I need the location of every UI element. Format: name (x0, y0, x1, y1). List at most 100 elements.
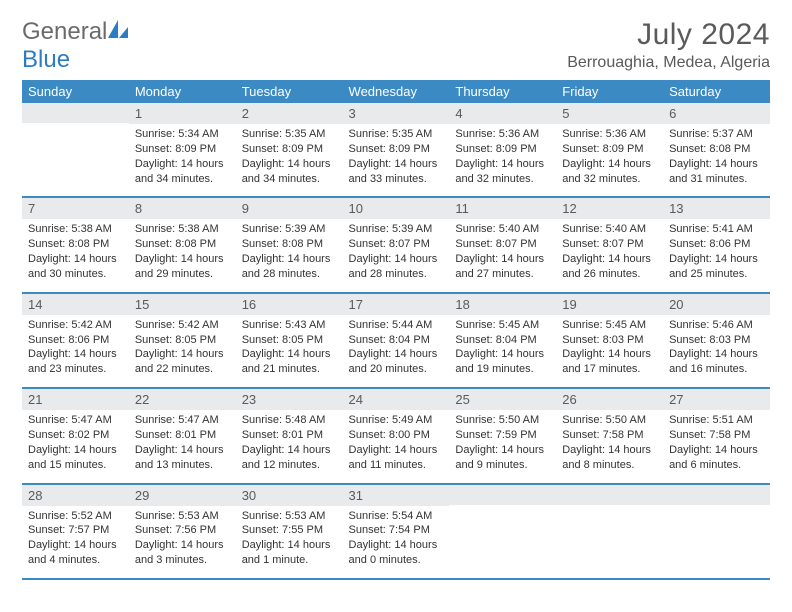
detail-line-dl2: and 25 minutes. (669, 267, 764, 282)
day-details (22, 123, 129, 181)
day-number: 10 (343, 198, 450, 219)
detail-line-sr: Sunrise: 5:48 AM (242, 413, 337, 428)
detail-line-ss: Sunset: 8:05 PM (242, 333, 337, 348)
day-number: 23 (236, 389, 343, 410)
day-details: Sunrise: 5:39 AMSunset: 8:08 PMDaylight:… (236, 219, 343, 291)
detail-line-dl2: and 8 minutes. (562, 458, 657, 473)
day-header: Wednesday (343, 80, 450, 103)
detail-line-dl2: and 9 minutes. (455, 458, 550, 473)
day-details: Sunrise: 5:53 AMSunset: 7:56 PMDaylight:… (129, 506, 236, 578)
detail-line-ss: Sunset: 8:08 PM (135, 237, 230, 252)
day-details: Sunrise: 5:53 AMSunset: 7:55 PMDaylight:… (236, 506, 343, 578)
detail-line-dl2: and 4 minutes. (28, 553, 123, 568)
day-details: Sunrise: 5:50 AMSunset: 7:58 PMDaylight:… (556, 410, 663, 482)
detail-line-dl1: Daylight: 14 hours (455, 347, 550, 362)
day-cell: 27Sunrise: 5:51 AMSunset: 7:58 PMDayligh… (663, 388, 770, 483)
day-cell: 5Sunrise: 5:36 AMSunset: 8:09 PMDaylight… (556, 103, 663, 197)
day-number: 12 (556, 198, 663, 219)
detail-line-sr: Sunrise: 5:36 AM (455, 127, 550, 142)
detail-line-dl1: Daylight: 14 hours (455, 443, 550, 458)
detail-line-dl2: and 33 minutes. (349, 172, 444, 187)
detail-line-sr: Sunrise: 5:40 AM (562, 222, 657, 237)
day-number (449, 485, 556, 505)
day-details: Sunrise: 5:42 AMSunset: 8:06 PMDaylight:… (22, 315, 129, 387)
sail-icon (107, 18, 129, 45)
detail-line-ss: Sunset: 8:09 PM (455, 142, 550, 157)
day-cell (663, 484, 770, 579)
detail-line-ss: Sunset: 7:59 PM (455, 428, 550, 443)
detail-line-dl1: Daylight: 14 hours (562, 157, 657, 172)
day-cell: 13Sunrise: 5:41 AMSunset: 8:06 PMDayligh… (663, 197, 770, 292)
detail-line-dl2: and 17 minutes. (562, 362, 657, 377)
day-cell: 30Sunrise: 5:53 AMSunset: 7:55 PMDayligh… (236, 484, 343, 579)
day-number (22, 103, 129, 123)
detail-line-dl1: Daylight: 14 hours (242, 538, 337, 553)
brand-blue: Blue (22, 46, 70, 73)
day-number: 24 (343, 389, 450, 410)
brand-logo: GeneralBlue (22, 18, 129, 74)
detail-line-dl1: Daylight: 14 hours (242, 347, 337, 362)
day-number: 25 (449, 389, 556, 410)
day-details: Sunrise: 5:47 AMSunset: 8:01 PMDaylight:… (129, 410, 236, 482)
detail-line-dl2: and 3 minutes. (135, 553, 230, 568)
day-details: Sunrise: 5:45 AMSunset: 8:04 PMDaylight:… (449, 315, 556, 387)
detail-line-sr: Sunrise: 5:54 AM (349, 509, 444, 524)
day-details (663, 505, 770, 563)
calendar-table: Sunday Monday Tuesday Wednesday Thursday… (22, 80, 770, 580)
day-number: 26 (556, 389, 663, 410)
detail-line-dl1: Daylight: 14 hours (455, 252, 550, 267)
day-number: 13 (663, 198, 770, 219)
day-cell: 22Sunrise: 5:47 AMSunset: 8:01 PMDayligh… (129, 388, 236, 483)
detail-line-ss: Sunset: 8:02 PM (28, 428, 123, 443)
day-cell: 19Sunrise: 5:45 AMSunset: 8:03 PMDayligh… (556, 293, 663, 388)
day-details: Sunrise: 5:45 AMSunset: 8:03 PMDaylight:… (556, 315, 663, 387)
detail-line-dl1: Daylight: 14 hours (349, 157, 444, 172)
day-number (663, 485, 770, 505)
day-number: 22 (129, 389, 236, 410)
detail-line-ss: Sunset: 7:58 PM (562, 428, 657, 443)
day-number: 2 (236, 103, 343, 124)
detail-line-sr: Sunrise: 5:37 AM (669, 127, 764, 142)
detail-line-dl1: Daylight: 14 hours (135, 252, 230, 267)
day-cell: 1Sunrise: 5:34 AMSunset: 8:09 PMDaylight… (129, 103, 236, 197)
day-number: 30 (236, 485, 343, 506)
day-cell: 6Sunrise: 5:37 AMSunset: 8:08 PMDaylight… (663, 103, 770, 197)
detail-line-dl1: Daylight: 14 hours (28, 252, 123, 267)
detail-line-ss: Sunset: 8:08 PM (28, 237, 123, 252)
detail-line-ss: Sunset: 8:07 PM (349, 237, 444, 252)
detail-line-dl2: and 12 minutes. (242, 458, 337, 473)
day-number: 5 (556, 103, 663, 124)
detail-line-dl1: Daylight: 14 hours (562, 252, 657, 267)
day-details: Sunrise: 5:44 AMSunset: 8:04 PMDaylight:… (343, 315, 450, 387)
detail-line-sr: Sunrise: 5:35 AM (242, 127, 337, 142)
detail-line-sr: Sunrise: 5:41 AM (669, 222, 764, 237)
detail-line-ss: Sunset: 8:03 PM (669, 333, 764, 348)
detail-line-sr: Sunrise: 5:53 AM (135, 509, 230, 524)
detail-line-dl2: and 1 minute. (242, 553, 337, 568)
day-header: Friday (556, 80, 663, 103)
day-cell: 12Sunrise: 5:40 AMSunset: 8:07 PMDayligh… (556, 197, 663, 292)
day-cell: 26Sunrise: 5:50 AMSunset: 7:58 PMDayligh… (556, 388, 663, 483)
detail-line-ss: Sunset: 8:07 PM (455, 237, 550, 252)
detail-line-sr: Sunrise: 5:45 AM (455, 318, 550, 333)
day-details: Sunrise: 5:40 AMSunset: 8:07 PMDaylight:… (449, 219, 556, 291)
detail-line-ss: Sunset: 7:55 PM (242, 523, 337, 538)
day-number: 9 (236, 198, 343, 219)
day-number (556, 485, 663, 505)
detail-line-dl2: and 28 minutes. (349, 267, 444, 282)
detail-line-dl2: and 27 minutes. (455, 267, 550, 282)
week-row: 21Sunrise: 5:47 AMSunset: 8:02 PMDayligh… (22, 388, 770, 483)
day-number: 11 (449, 198, 556, 219)
day-details (449, 505, 556, 563)
location-text: Berrouaghia, Medea, Algeria (567, 54, 770, 72)
detail-line-ss: Sunset: 8:08 PM (669, 142, 764, 157)
detail-line-ss: Sunset: 8:09 PM (135, 142, 230, 157)
detail-line-dl2: and 29 minutes. (135, 267, 230, 282)
day-number: 3 (343, 103, 450, 124)
detail-line-dl2: and 20 minutes. (349, 362, 444, 377)
detail-line-ss: Sunset: 8:09 PM (242, 142, 337, 157)
detail-line-dl1: Daylight: 14 hours (349, 252, 444, 267)
detail-line-sr: Sunrise: 5:43 AM (242, 318, 337, 333)
day-header: Saturday (663, 80, 770, 103)
detail-line-sr: Sunrise: 5:42 AM (28, 318, 123, 333)
